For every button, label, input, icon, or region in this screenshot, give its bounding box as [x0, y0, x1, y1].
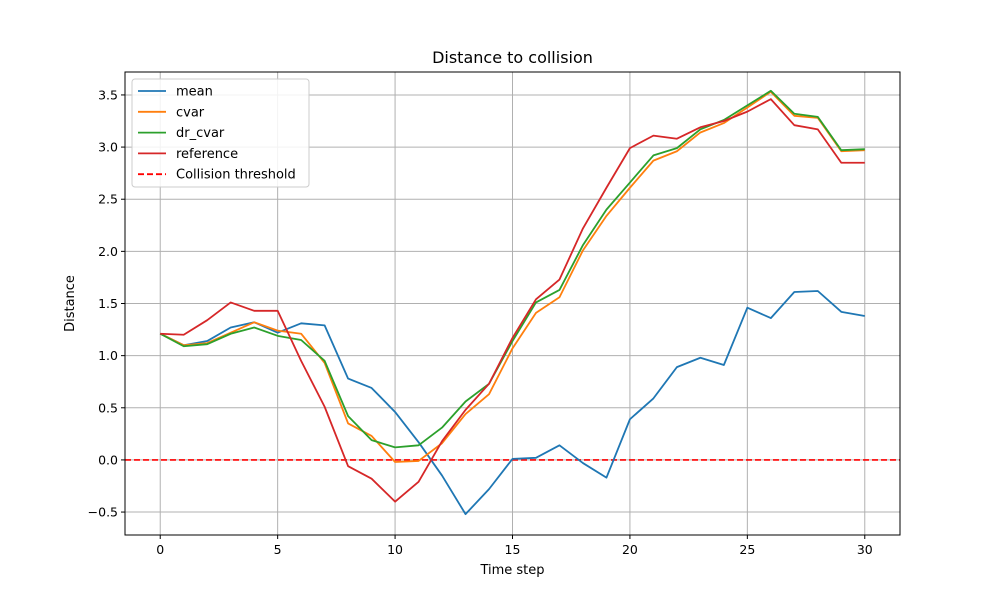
chart-title: Distance to collision	[432, 48, 593, 67]
legend-label: dr_cvar	[176, 126, 225, 141]
legend: mean cvar dr_cvar reference Collision thresh…	[131, 78, 310, 188]
x-tick-label: 15	[505, 542, 521, 557]
y-tick-label: 2.5	[98, 192, 118, 207]
series-line-reference	[160, 98, 865, 503]
legend-box	[131, 78, 310, 188]
x-tick-label: 10	[387, 542, 403, 557]
series-line-cvar	[159, 90, 865, 463]
x-tick-label: 20	[622, 542, 638, 557]
x-axis-label: Time step	[479, 563, 544, 578]
y-tick-label: 0.0	[98, 452, 118, 467]
legend-label: cvar	[176, 105, 205, 120]
y-tick-label: 1.0	[98, 348, 118, 363]
y-tick-label: 2.0	[98, 244, 118, 259]
y-tick-label: −0.5	[88, 505, 118, 520]
series-layer	[159, 89, 865, 516]
y-tick-label: 3.0	[98, 140, 118, 155]
y-axis-label: Distance	[63, 275, 78, 332]
x-tick-label: 5	[274, 542, 282, 557]
grid	[125, 72, 900, 535]
series-line-mean	[159, 290, 865, 516]
ticks: 0 5 10 15 20 25 30 −0.5 0.0 0.5 1.0 1.5 2.0 2.5 3.0 3.5	[88, 87, 873, 557]
legend-label: mean	[176, 85, 213, 100]
x-tick-label: 25	[739, 542, 755, 557]
y-tick-label: 0.5	[98, 400, 118, 415]
x-tick-label: 0	[156, 542, 164, 557]
series-line-dr-cvar	[159, 89, 865, 449]
y-tick-label: 1.5	[98, 296, 118, 311]
x-tick-label: 30	[857, 542, 873, 557]
legend-label: reference	[176, 147, 238, 162]
y-tick-label: 3.5	[98, 87, 118, 102]
legend-label: Collision threshold	[176, 168, 296, 183]
